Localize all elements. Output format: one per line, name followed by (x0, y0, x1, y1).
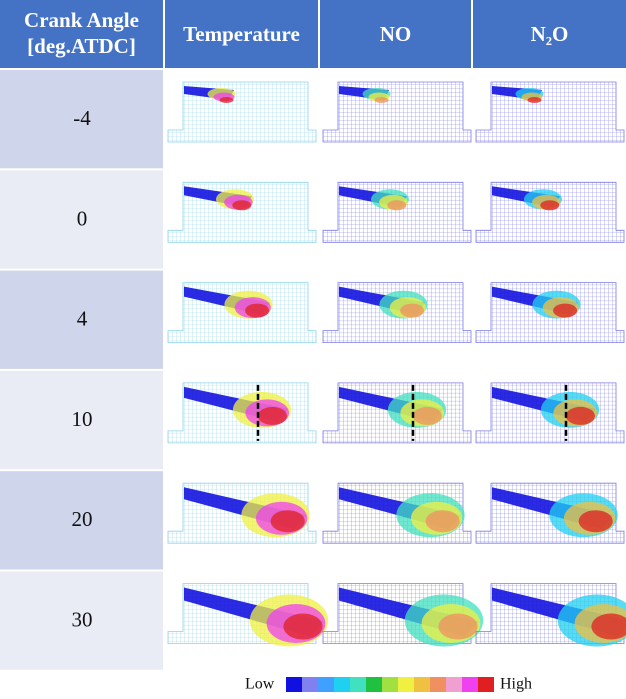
header-label: NO (380, 22, 412, 46)
legend-low: Low (245, 676, 275, 693)
simulation-image (323, 383, 471, 443)
figure: Crank Angle[deg.ATDC] Temperature NO N₂O -4 0… (0, 0, 626, 699)
contour-region (413, 407, 442, 425)
legend-swatch (302, 677, 318, 692)
row-label: 4 (77, 307, 88, 331)
legend-swatch (366, 677, 382, 692)
table: Crank Angle[deg.ATDC] Temperature NO N₂O -4 0… (0, 0, 626, 670)
simulation-image (476, 283, 624, 343)
contour-region (426, 510, 460, 532)
contour-region (245, 304, 269, 318)
legend-swatch (334, 677, 350, 692)
simulation-image (476, 584, 626, 647)
header-line: [deg.ATDC] (27, 34, 136, 58)
contour-region (271, 510, 305, 532)
contour-region (387, 200, 406, 210)
legend-swatch (462, 677, 478, 692)
simulation-image (476, 483, 624, 543)
contour-region (400, 304, 424, 318)
simulation-image (168, 182, 316, 242)
simulation-image (168, 283, 316, 343)
contour-region (540, 200, 559, 210)
simulation-image (323, 82, 471, 142)
legend-swatch (382, 677, 398, 692)
simulation-image (323, 182, 471, 242)
simulation-image (168, 383, 316, 443)
legend-swatch (286, 677, 302, 692)
header-label: N₂O (531, 22, 569, 46)
legend-swatch (430, 677, 446, 692)
simulation-image (476, 182, 624, 242)
legend-swatch (414, 677, 430, 692)
contour-region (553, 304, 577, 318)
legend-swatch (398, 677, 414, 692)
contour-region (566, 407, 595, 425)
header-label: Temperature (183, 22, 300, 46)
contour-region (375, 97, 389, 103)
row-label: 0 (77, 206, 88, 230)
header-line: Crank Angle (24, 8, 139, 32)
contour-region (438, 614, 477, 640)
simulation-image (323, 283, 471, 343)
simulation-image (168, 584, 328, 647)
contour-region (579, 510, 613, 532)
legend-high: High (500, 676, 532, 693)
contour-region (528, 97, 542, 103)
contour-region (283, 614, 322, 640)
simulation-image (323, 584, 483, 647)
contour-region (258, 407, 287, 425)
row-label: 30 (72, 607, 93, 631)
row-label: 20 (72, 507, 93, 531)
legend-swatch (318, 677, 334, 692)
simulation-image (168, 483, 316, 543)
simulation-image (168, 82, 316, 142)
simulation-image (476, 82, 624, 142)
row-label: -4 (73, 106, 91, 130)
legend: Low High (245, 676, 532, 693)
legend-swatch (478, 677, 494, 692)
contour-region (232, 200, 251, 210)
simulation-image (476, 383, 624, 443)
contour-region (220, 97, 234, 103)
legend-swatch (350, 677, 366, 692)
legend-swatch (446, 677, 462, 692)
simulation-image (323, 483, 471, 543)
row-label: 10 (72, 407, 93, 431)
